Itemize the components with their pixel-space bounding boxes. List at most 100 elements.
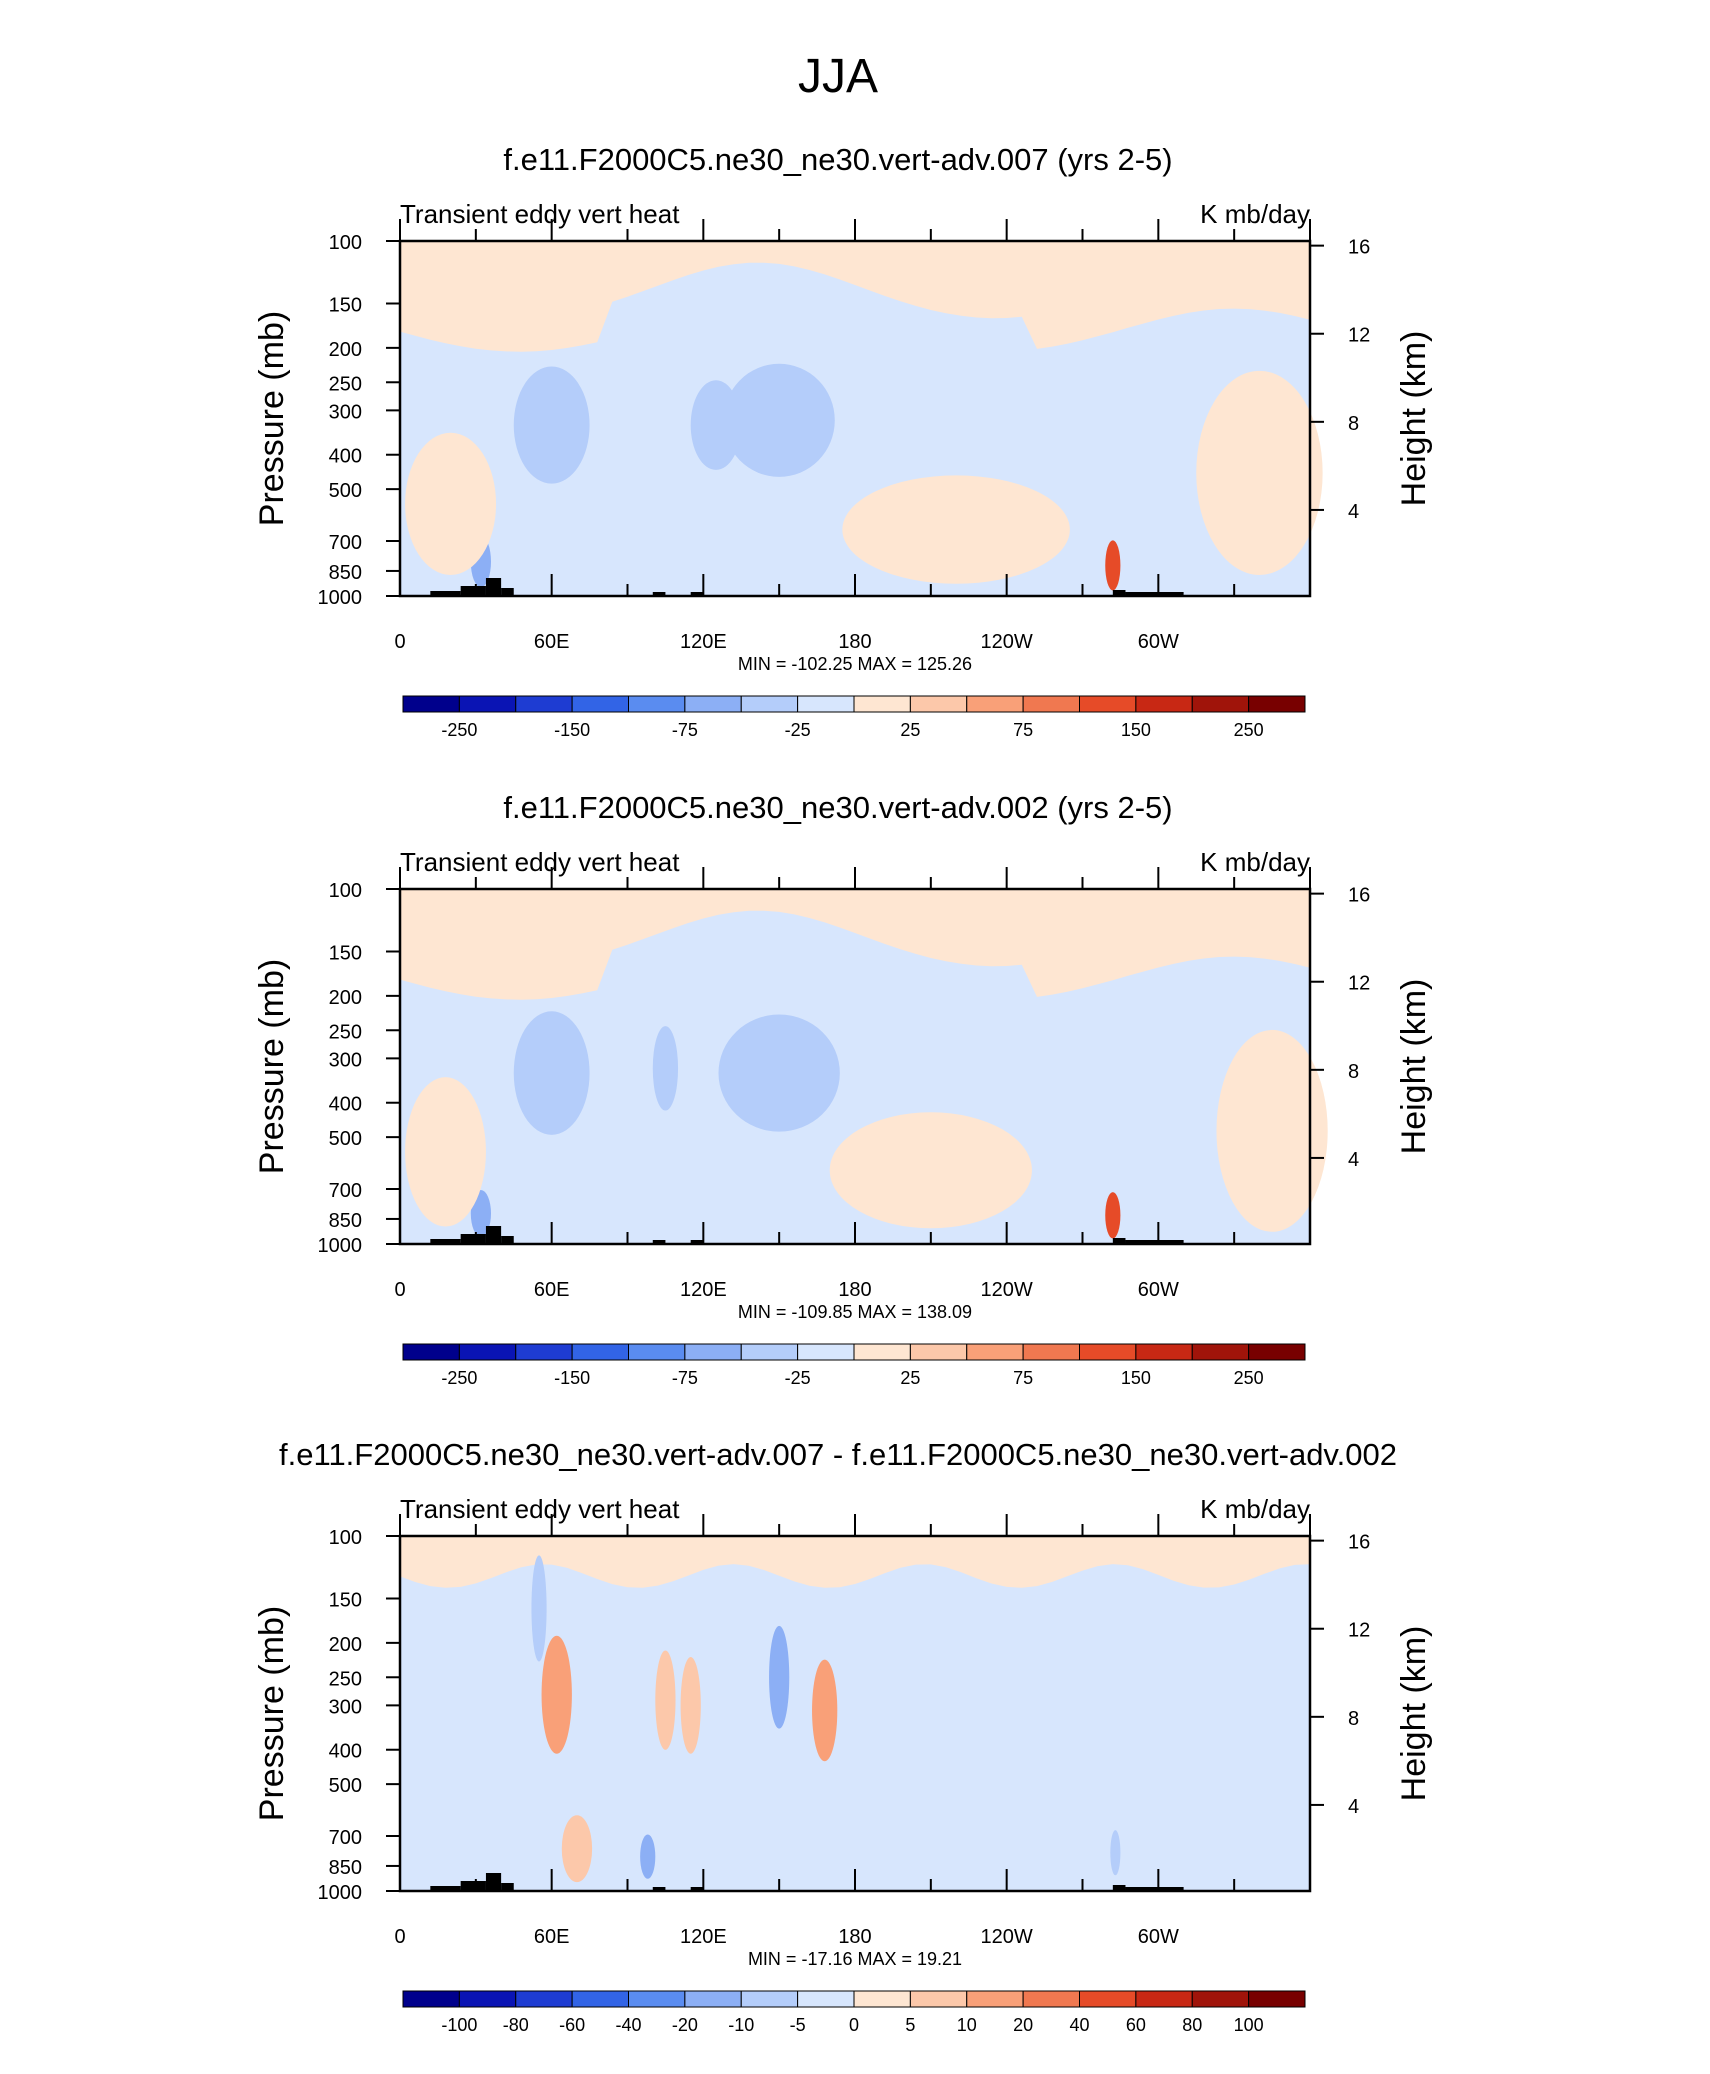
ylabel-left: Pressure (mb)	[253, 1606, 291, 1821]
colorbar-swatch	[1135, 695, 1193, 713]
topography-bar	[690, 1887, 704, 1891]
height-tick-label: 8	[1348, 1061, 1359, 1083]
field-upper-layer	[400, 889, 1310, 1000]
lon-tick-label: 120E	[680, 1926, 727, 1948]
colorbar-label: 100	[1234, 2015, 1264, 2035]
lon-tick-label: 60E	[534, 631, 570, 653]
field-blob	[1110, 1830, 1121, 1876]
pressure-tick-label: 700	[329, 1180, 362, 1202]
colorbar-swatch	[1248, 695, 1306, 713]
pressure-tick-label: 400	[329, 1094, 362, 1116]
height-tick-label: 8	[1348, 1708, 1359, 1730]
pressure-tick-label: 850	[329, 1210, 362, 1232]
field-blob	[1105, 1192, 1121, 1239]
topography-bar	[1125, 1240, 1184, 1244]
field-blob	[690, 380, 742, 470]
lon-tick-label: 60W	[1138, 631, 1179, 653]
panel-right-label: K mb/day	[1200, 1494, 1310, 1524]
pressure-tick-label: 400	[329, 1741, 362, 1763]
colorbar-label: -150	[554, 720, 590, 740]
topography-bar	[1125, 592, 1184, 596]
colorbar-swatch	[1022, 1343, 1080, 1361]
field-blob	[680, 1657, 701, 1754]
colorbar-label: 250	[1234, 720, 1264, 740]
field-blob	[541, 1635, 572, 1754]
colorbar-label: -75	[672, 1368, 698, 1388]
lon-tick-label: 120W	[981, 1926, 1033, 1948]
colorbar-label: 25	[900, 720, 920, 740]
colorbar-swatch	[402, 695, 460, 713]
field-blob	[655, 1650, 676, 1750]
colorbar-swatch	[684, 1343, 742, 1361]
colorbar-swatch	[458, 1990, 517, 2008]
pressure-tick-label: 300	[329, 1696, 362, 1718]
colorbar-swatch	[628, 695, 686, 713]
colorbar-label: -40	[615, 2015, 641, 2035]
pressure-tick-label: 300	[329, 401, 362, 423]
colorbar-swatch	[740, 695, 799, 713]
colorbar-swatch	[853, 695, 911, 713]
ylabel-right: Height (km)	[1395, 331, 1433, 507]
colorbar-swatch	[571, 695, 629, 713]
topography-bar	[1112, 1238, 1126, 1244]
pressure-tick-label: 500	[329, 1128, 362, 1150]
topography-bar	[690, 592, 704, 596]
topography-bar	[430, 591, 461, 596]
colorbar-label: 150	[1121, 720, 1151, 740]
pressure-tick-label: 100	[329, 1527, 362, 1549]
colorbar-swatch	[1079, 695, 1137, 713]
colorbar-label: 60	[1126, 2015, 1146, 2035]
field-blob	[513, 1011, 590, 1135]
field-blob	[829, 1112, 1032, 1229]
height-tick-label: 4	[1348, 1796, 1359, 1818]
panel-title: f.e11.F2000C5.ne30_ne30.vert-adv.002 (yr…	[503, 790, 1172, 825]
colorbar-swatch	[909, 695, 968, 713]
pressure-tick-label: 250	[329, 373, 362, 395]
field-blob	[652, 1026, 679, 1111]
pressure-tick-label: 850	[329, 1857, 362, 1879]
colorbar-swatch	[797, 1343, 855, 1361]
colorbar-label: 10	[957, 2015, 977, 2035]
colorbar-swatch	[1022, 1990, 1080, 2008]
field-blob	[531, 1555, 547, 1662]
colorbar-swatch	[571, 1343, 629, 1361]
topography-bar	[430, 1239, 461, 1244]
colorbar-label: -250	[441, 720, 477, 740]
pressure-tick-label: 200	[329, 339, 362, 361]
colorbar-swatch	[1135, 1343, 1193, 1361]
colorbar-swatch	[1191, 1343, 1250, 1361]
lon-tick-label: 180	[838, 1926, 871, 1948]
colorbar-swatch	[458, 695, 517, 713]
field-blob	[812, 1659, 838, 1762]
colorbar-swatch	[966, 1990, 1024, 2008]
pressure-tick-label: 1000	[318, 1235, 363, 1257]
colorbar-swatch	[740, 1343, 799, 1361]
colorbar-swatch	[1191, 1990, 1250, 2008]
stats-label: MIN = -109.85 MAX = 138.09	[738, 1302, 972, 1322]
colorbar-swatch	[571, 1990, 629, 2008]
panel-left-label: Transient eddy vert heat	[400, 847, 680, 877]
colorbar-swatch	[515, 1990, 573, 2008]
chart-panel-2: f.e11.F2000C5.ne30_ne30.vert-adv.002 (yr…	[253, 790, 1433, 1388]
height-tick-label: 8	[1348, 413, 1359, 435]
colorbar-swatch	[628, 1343, 686, 1361]
colorbar-label: 75	[1013, 720, 1033, 740]
colorbar-label: -10	[728, 2015, 754, 2035]
colorbar-label: -25	[785, 1368, 811, 1388]
colorbar-swatch	[628, 1990, 686, 2008]
pressure-tick-label: 1000	[318, 587, 363, 609]
colorbar-label: 5	[905, 2015, 915, 2035]
field-blob	[718, 1014, 840, 1132]
colorbar-swatch	[1079, 1343, 1137, 1361]
panels: f.e11.F2000C5.ne30_ne30.vert-adv.007 (yr…	[253, 142, 1433, 2035]
colorbar-swatch	[1191, 695, 1250, 713]
pressure-tick-label: 150	[329, 295, 362, 317]
lon-tick-label: 180	[838, 631, 871, 653]
height-tick-label: 12	[1348, 1620, 1370, 1642]
topography-bar	[652, 1240, 666, 1244]
pressure-tick-label: 700	[329, 1827, 362, 1849]
lon-tick-label: 60E	[534, 1926, 570, 1948]
field-blob	[470, 1189, 491, 1237]
colorbar-label: 80	[1182, 2015, 1202, 2035]
